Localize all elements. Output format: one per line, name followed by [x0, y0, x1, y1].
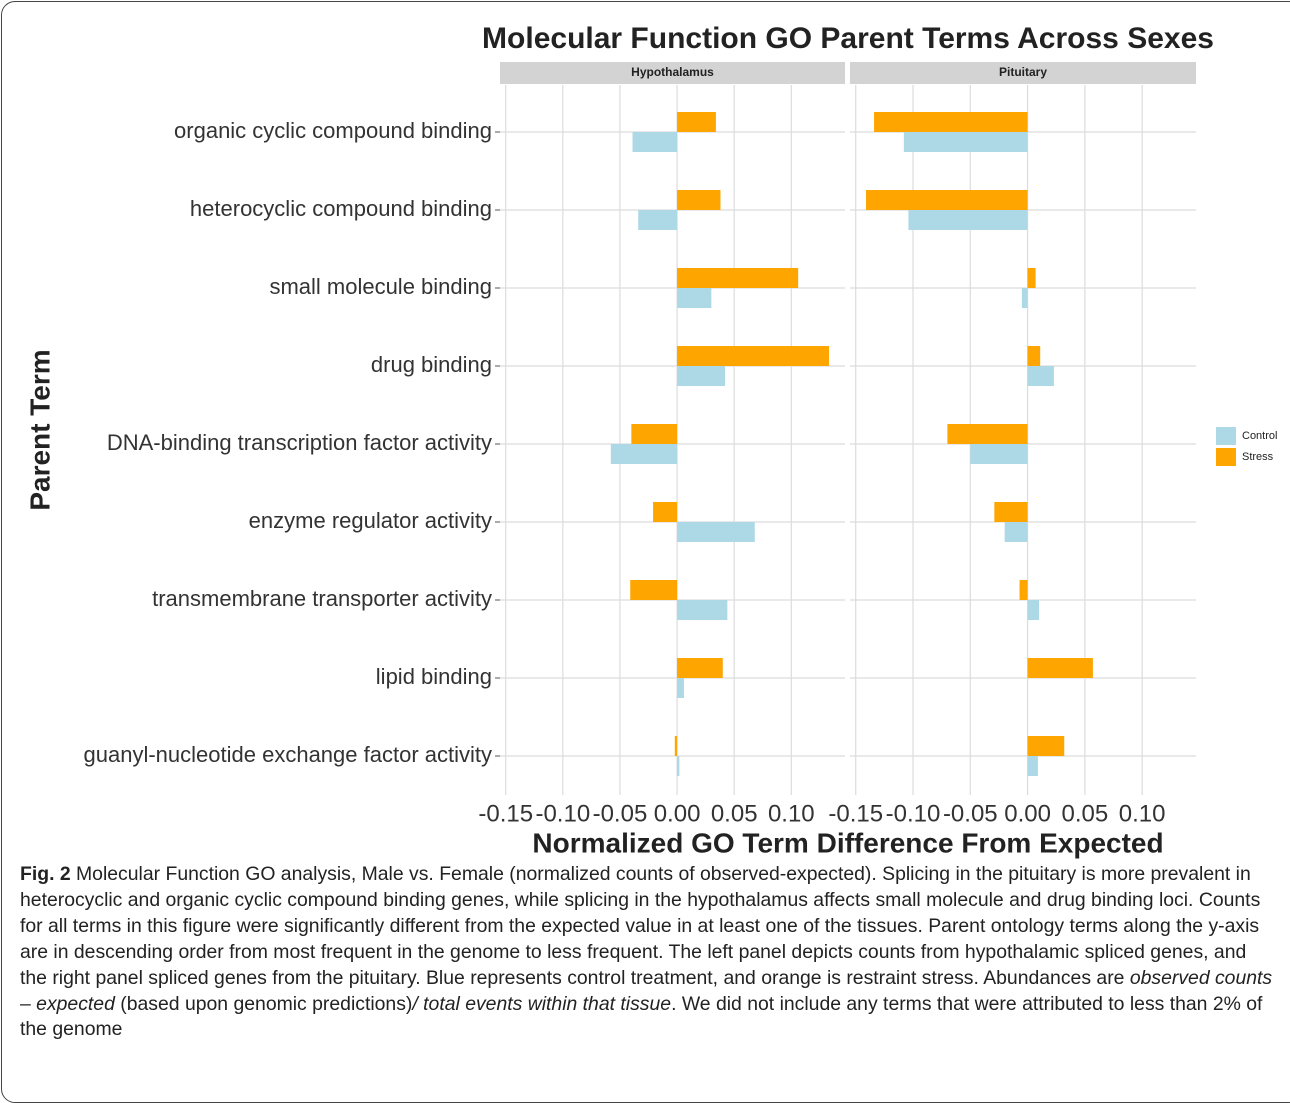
- y-axis-label: Parent Term: [24, 349, 55, 510]
- strip: [850, 62, 1196, 84]
- y-tick-label: lipid binding: [376, 664, 492, 689]
- bar: [677, 756, 680, 776]
- strip-label: Pituitary: [999, 65, 1047, 79]
- x-tick-label: 0.00: [1004, 800, 1051, 827]
- y-tick-label: organic cyclic compound binding: [174, 118, 492, 143]
- y-tick-label: guanyl-nucleotide exchange factor activi…: [84, 742, 492, 767]
- x-tick-label: -0.05: [593, 800, 648, 827]
- bar: [1027, 756, 1038, 776]
- bar: [1021, 288, 1028, 308]
- x-tick-label: 0.10: [1119, 800, 1166, 827]
- bar: [874, 112, 1028, 132]
- legend-label: Stress: [1242, 451, 1274, 463]
- bar: [1027, 600, 1040, 620]
- bar: [677, 658, 723, 678]
- bar: [677, 346, 830, 366]
- bar: [1027, 366, 1054, 386]
- bar: [653, 502, 678, 522]
- bar: [866, 190, 1028, 210]
- bar: [610, 444, 678, 464]
- x-tick-label: -0.15: [478, 800, 533, 827]
- caption-text: Molecular Function GO analysis, Male vs.…: [20, 863, 1261, 989]
- x-tick-label: 0.10: [768, 800, 815, 827]
- bar: [638, 210, 678, 230]
- y-tick-label: drug binding: [371, 352, 492, 377]
- legend-label: Control: [1242, 430, 1277, 442]
- bar: [677, 190, 721, 210]
- bar: [674, 736, 678, 756]
- bar: [1027, 346, 1041, 366]
- caption-label: Fig. 2: [20, 863, 71, 885]
- bar: [677, 112, 716, 132]
- x-tick-label: 0.05: [711, 800, 758, 827]
- bar: [1027, 736, 1065, 756]
- x-tick-label: -0.05: [943, 800, 998, 827]
- bar: [630, 580, 678, 600]
- bar: [947, 424, 1028, 444]
- chart: Molecular Function GO Parent Terms Acros…: [24, 22, 1277, 858]
- x-tick-label: -0.10: [535, 800, 590, 827]
- strip-label: Hypothalamus: [631, 65, 714, 79]
- bar: [1004, 522, 1028, 542]
- bar: [1027, 658, 1093, 678]
- y-tick-label: transmembrane transporter activity: [152, 586, 492, 611]
- legend-swatch: [1216, 427, 1236, 445]
- caption-text: / total events within that tissue: [412, 992, 672, 1015]
- y-tick-label: DNA-binding transcription factor activit…: [107, 430, 492, 455]
- bar: [908, 210, 1028, 230]
- legend-swatch: [1216, 448, 1236, 466]
- x-tick-label: 0.00: [654, 800, 701, 827]
- bar: [677, 268, 799, 288]
- bar: [903, 132, 1028, 152]
- x-tick-label: -0.15: [828, 800, 883, 827]
- bar: [1027, 268, 1036, 288]
- bar: [677, 600, 728, 620]
- bar: [1019, 580, 1028, 600]
- y-tick-label: small molecule binding: [269, 274, 492, 299]
- x-tick-label: -0.10: [886, 800, 941, 827]
- strip: [500, 62, 845, 84]
- bar: [994, 502, 1028, 522]
- caption-text: observed counts – expected: [20, 966, 1273, 1015]
- bar: [632, 132, 678, 152]
- bar: [677, 366, 726, 386]
- bar: [631, 424, 678, 444]
- bar: [970, 444, 1028, 464]
- bar: [677, 288, 712, 308]
- caption: Fig. 2 Molecular Function GO analysis, M…: [20, 862, 1276, 1043]
- bar: [677, 522, 755, 542]
- caption-text: (based upon genomic predictions): [114, 992, 413, 1015]
- bar: [677, 678, 684, 698]
- y-tick-label: enzyme regulator activity: [249, 508, 492, 533]
- x-axis-label: Normalized GO Term Difference From Expec…: [532, 827, 1163, 858]
- x-tick-label: 0.05: [1062, 800, 1109, 827]
- chart-title: Molecular Function GO Parent Terms Acros…: [482, 22, 1214, 55]
- y-tick-label: heterocyclic compound binding: [190, 196, 492, 221]
